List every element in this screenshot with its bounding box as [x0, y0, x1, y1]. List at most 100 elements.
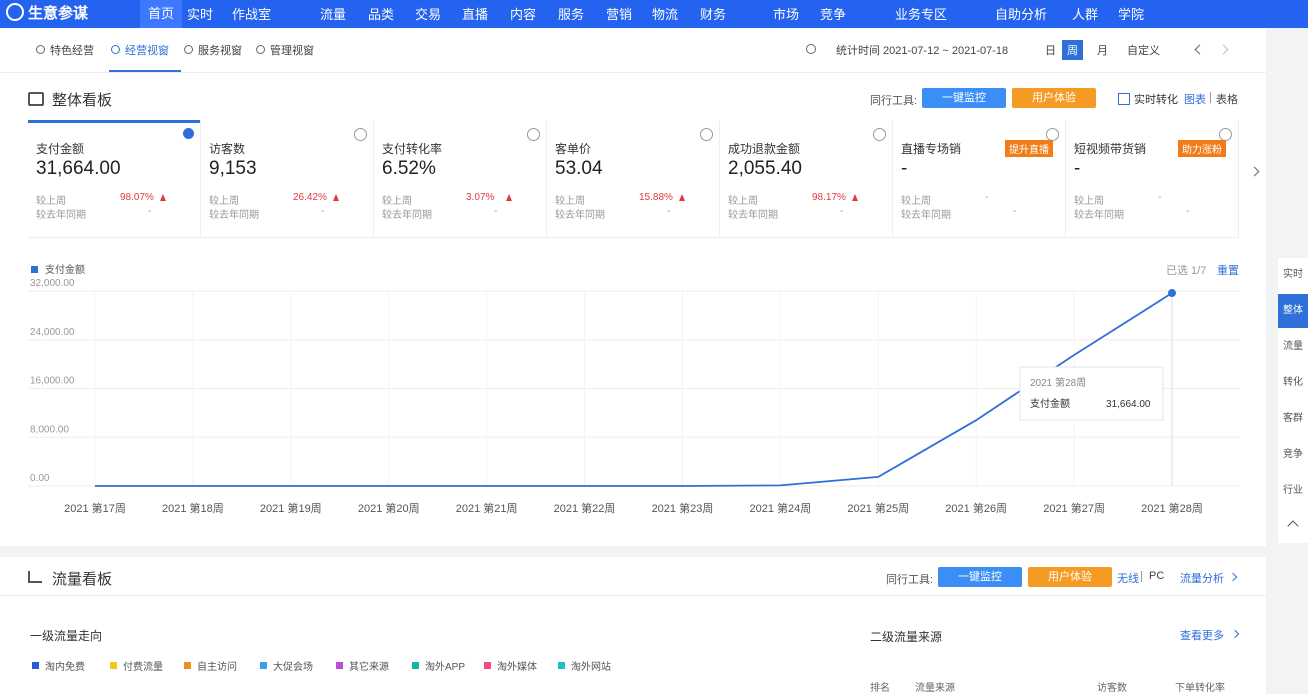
legend-label[interactable]: 其它来源 [349, 662, 389, 673]
card-name: 客单价 [555, 142, 592, 156]
card-compare2: 较去年同期 [209, 210, 259, 221]
analysis-link[interactable]: 流量分析 [1180, 573, 1224, 585]
prev-week[interactable] [1194, 44, 1205, 55]
tool-label: 同行工具: [886, 574, 934, 586]
tool-button[interactable]: 用户体验 [1028, 567, 1112, 587]
nav-item[interactable]: 交易 [415, 7, 442, 22]
nav-item[interactable]: 直播 [462, 7, 489, 22]
legend-label[interactable]: 付费流量 [123, 662, 163, 673]
period-unit[interactable]: 周 [1062, 40, 1083, 60]
card-change: 98.17% [812, 192, 846, 203]
side-nav-item[interactable]: 整体 [1278, 294, 1308, 328]
brand: 生意参谋 [28, 5, 89, 22]
card-name: 支付转化率 [382, 142, 443, 156]
period-unit[interactable]: 月 [1097, 45, 1108, 57]
nav-item[interactable]: 实时 [187, 7, 214, 22]
legend-label[interactable]: 大促会场 [273, 662, 313, 673]
nav-item[interactable]: 品类 [368, 7, 395, 22]
card-check[interactable] [873, 128, 886, 141]
nav-item[interactable]: 物流 [652, 7, 679, 22]
tab-icon [256, 45, 265, 54]
nav-item[interactable]: 内容 [510, 7, 537, 22]
x-tick-label: 2021 第24周 [749, 501, 811, 515]
tool-button[interactable]: 一键监控 [922, 88, 1006, 108]
next-arrow[interactable] [1249, 166, 1260, 177]
legend-label[interactable]: 淘外网站 [571, 662, 611, 673]
tab[interactable]: 特色经营 [50, 45, 94, 57]
nav-item[interactable]: 市场 [773, 7, 800, 22]
card-check[interactable] [700, 128, 713, 141]
nav-item[interactable]: 服务 [558, 7, 585, 22]
side-nav-item[interactable]: 客群 [1283, 413, 1303, 424]
kpi-card[interactable]: 客单价 53.04 较上周 15.88% 较去年同期 - [547, 120, 720, 238]
legend-label[interactable]: 自主访问 [197, 662, 237, 673]
card-check[interactable] [354, 128, 367, 141]
card-compare2: 较去年同期 [728, 210, 778, 221]
tab-icon [184, 45, 193, 54]
next-week[interactable] [1218, 44, 1229, 55]
card-name: 成功退款金额 [728, 142, 801, 156]
card-name: 支付金额 [36, 142, 85, 156]
nav-item[interactable]: 自助分析 [995, 7, 1048, 22]
legend-label[interactable]: 淘外APP [425, 662, 466, 673]
legend-label[interactable]: 淘外媒体 [497, 662, 537, 673]
period-unit[interactable]: 日 [1045, 45, 1056, 57]
nav-item[interactable]: 竞争 [820, 7, 847, 22]
legend-label: 支付金额 [45, 263, 85, 276]
y-tick-label: 8,000.00 [30, 424, 69, 435]
period-unit[interactable]: 自定义 [1127, 45, 1160, 57]
side-nav-item[interactable]: 转化 [1283, 377, 1303, 388]
card-compare: 较上周 [1074, 196, 1104, 207]
kpi-card[interactable]: 成功退款金额 2,055.40 较上周 98.17% 较去年同期 - [720, 120, 893, 238]
up-arrow [506, 194, 512, 201]
tab-icon [36, 45, 45, 54]
kpi-card[interactable]: 支付金额 31,664.00 较上周 98.07% 较去年同期 - [28, 120, 201, 238]
card-value: 53.04 [555, 158, 603, 179]
kpi-card[interactable]: 支付转化率 6.52% 较上周 3.07% 较去年同期 - [374, 120, 547, 238]
side-nav-item[interactable]: 流量 [1283, 341, 1303, 352]
link-arrow [1230, 629, 1240, 639]
tool-button[interactable]: 用户体验 [1012, 88, 1096, 108]
nav-item[interactable]: 人群 [1072, 7, 1099, 22]
legend-label[interactable]: 淘内免费 [45, 662, 85, 673]
card-check[interactable] [183, 128, 194, 139]
device-toggle[interactable]: PC [1149, 570, 1165, 582]
flow-title: 一级流量走向 [30, 629, 103, 643]
reset-link[interactable]: 重置 [1217, 265, 1239, 277]
tab[interactable]: 管理视窗 [270, 45, 314, 57]
side-nav-item[interactable]: 行业 [1283, 485, 1303, 496]
card-change2: - [1186, 206, 1190, 217]
side-nav-item[interactable]: 实时 [1283, 269, 1303, 280]
nav-item[interactable]: 业务专区 [895, 7, 948, 22]
divider [0, 595, 1266, 596]
legend-swatch [558, 662, 565, 669]
kpi-card[interactable]: 短视频带货销 助力涨粉 - 较上周 - 较去年同期 - [1066, 120, 1239, 238]
card-check[interactable] [527, 128, 540, 141]
device-toggle[interactable]: 无线 [1117, 573, 1139, 585]
nav-item[interactable]: 流量 [320, 7, 347, 22]
side-nav-item[interactable]: 竞争 [1283, 449, 1303, 460]
kpi-card[interactable]: 直播专场销 提升直播 - 较上周 - 较去年同期 - [893, 120, 1066, 238]
tool-button[interactable]: 一键监控 [938, 567, 1022, 587]
series-line [95, 292, 1173, 487]
tab[interactable]: 服务视窗 [198, 45, 242, 57]
back-to-top[interactable] [1287, 520, 1299, 532]
card-name: 访客数 [209, 142, 246, 156]
checkbox[interactable] [1118, 93, 1130, 105]
line-chart: 0.00 8,000.00 16,000.00 24,000.00 32,000.00 2… [28, 263, 1240, 515]
section-icon [28, 571, 42, 583]
more-link[interactable]: 查看更多 [1180, 630, 1224, 642]
nav-item[interactable]: 财务 [700, 7, 727, 22]
nav-item[interactable]: 作战室 [232, 7, 272, 22]
nav-item[interactable]: 首页 [140, 0, 183, 28]
view-toggle[interactable]: 图表 [1184, 94, 1206, 106]
tab[interactable]: 经营视窗 [125, 45, 169, 57]
nav-item[interactable]: 学院 [1118, 7, 1145, 22]
side-nav: 实时整体流量转化客群竞争行业 [1278, 258, 1308, 543]
kpi-card[interactable]: 访客数 9,153 较上周 26.42% 较去年同期 - [201, 120, 374, 238]
up-arrow [852, 194, 858, 201]
view-toggle[interactable]: 表格 [1216, 94, 1238, 106]
legend-swatch [260, 662, 267, 669]
nav-item[interactable]: 营销 [606, 7, 633, 22]
